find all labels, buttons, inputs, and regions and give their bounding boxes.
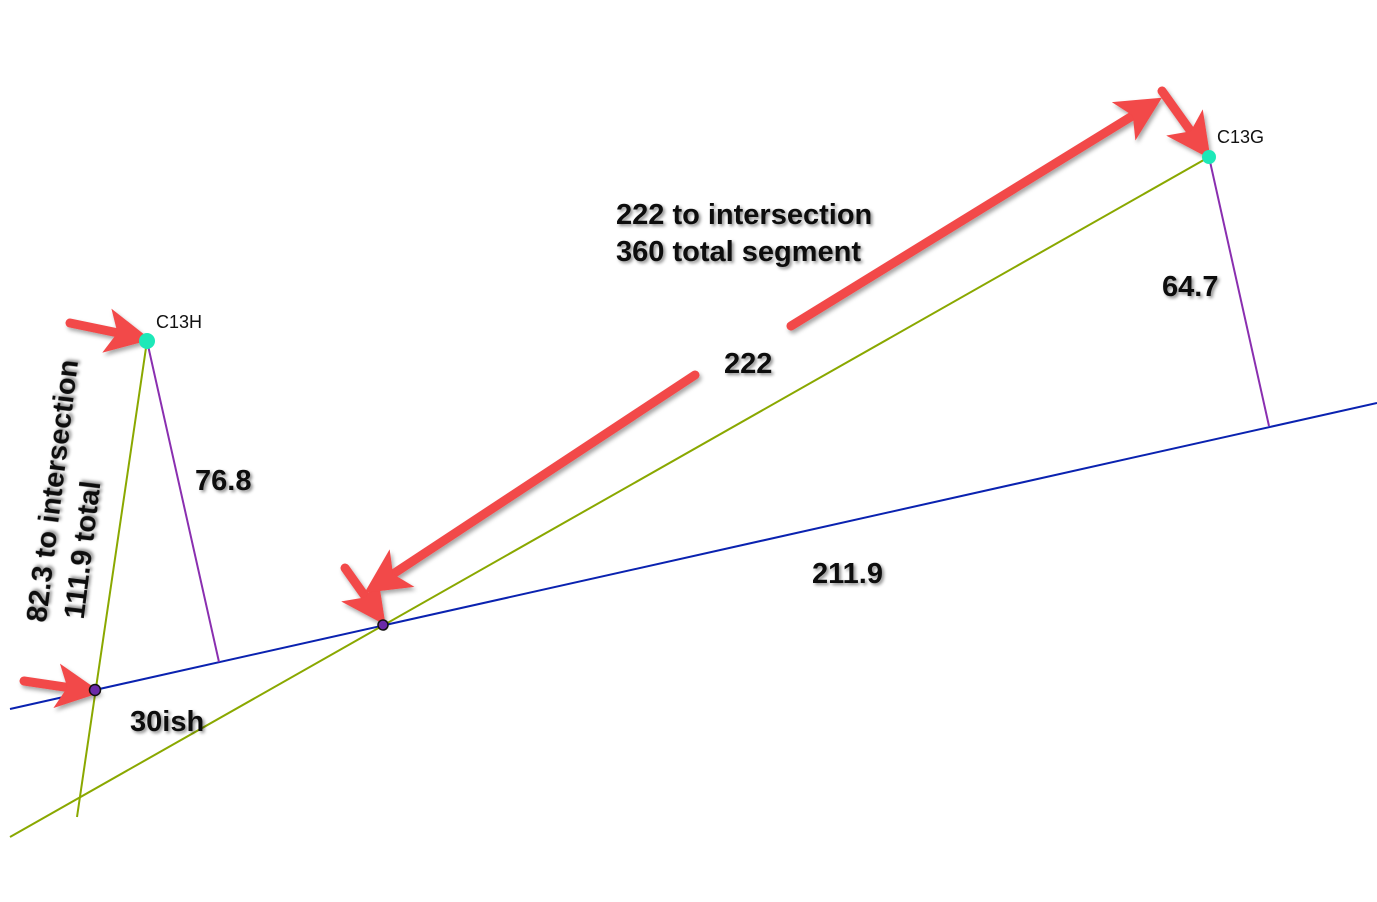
arrow-icon bbox=[65, 308, 151, 353]
measure-label: 222 bbox=[724, 348, 772, 380]
arrow-icon bbox=[364, 370, 700, 593]
point-c13g[interactable] bbox=[1202, 150, 1216, 164]
measure-label: 76.8 bbox=[195, 465, 251, 497]
intersection-point[interactable] bbox=[88, 683, 102, 697]
arrow-icon bbox=[786, 97, 1162, 331]
intersection-point[interactable] bbox=[377, 619, 389, 631]
measure-label: 64.7 bbox=[1162, 271, 1218, 303]
long-segment bbox=[9, 156, 1210, 838]
note-label: 222 to intersection bbox=[616, 199, 872, 231]
arrow-icon bbox=[19, 663, 102, 709]
short-segment bbox=[76, 340, 148, 818]
point-c13h[interactable] bbox=[139, 333, 155, 349]
measure-label: 30ish bbox=[130, 706, 204, 738]
perpendicular-c13g bbox=[1208, 156, 1270, 427]
note-label: 360 total segment bbox=[616, 236, 861, 268]
point-label-c13g: C13G bbox=[1217, 127, 1264, 147]
perpendicular-c13h bbox=[146, 340, 220, 663]
baseline bbox=[9, 402, 1377, 710]
measure-label: 211.9 bbox=[812, 558, 883, 590]
arrow-icon bbox=[340, 563, 386, 626]
point-label-c13h: C13H bbox=[156, 312, 202, 332]
arrow-icon bbox=[1157, 86, 1211, 160]
